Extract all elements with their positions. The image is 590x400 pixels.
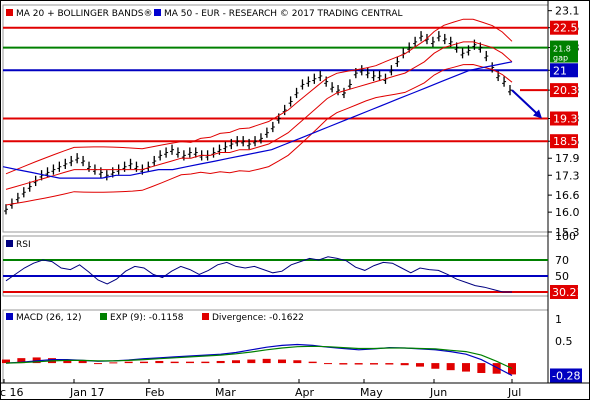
price-legend-swatch	[6, 9, 13, 16]
macd-divergence-bar	[247, 359, 256, 364]
macd-divergence-bar	[293, 360, 302, 364]
macd-divergence-bar	[124, 361, 133, 364]
macd-divergence-bar	[492, 363, 501, 374]
macd-divergence-bar	[339, 363, 348, 365]
price-legend-label: MA 50 - EUR - RESEARCH © 2017 TRADING CE…	[164, 9, 403, 19]
macd-divergence-bar	[400, 363, 409, 366]
macd-divergence-bar	[32, 357, 41, 364]
price-level-sublabel: gap	[553, 54, 568, 63]
macd-divergence-bar	[94, 363, 102, 365]
price-level-label: 20.3	[553, 84, 578, 97]
macd-divergence-bar	[508, 363, 516, 375]
macd-divergence-bar	[385, 363, 394, 365]
macd-divergence-bar	[370, 363, 378, 365]
macd-divergence-bar	[109, 362, 118, 364]
macd-divergence-bar	[140, 361, 148, 364]
price-legend-swatch	[154, 9, 161, 16]
rsi-panel-frame	[2, 235, 549, 297]
projection-arrow-head	[533, 109, 542, 119]
rsi-ytick-label: 50	[555, 270, 569, 283]
macd-legend-swatch	[6, 313, 13, 320]
macd-divergence-bar	[477, 363, 486, 374]
macd-divergence-bar	[216, 360, 225, 364]
price-ytick-label: 17.3	[555, 169, 580, 182]
macd-legend-swatch	[100, 313, 107, 320]
macd-divergence-bar	[416, 363, 424, 367]
price-legend-label: MA 20 + BOLLINGER BANDS®	[16, 9, 153, 19]
macd-divergence-bar	[278, 359, 286, 364]
macd-ytick-label: 1	[555, 313, 562, 326]
ma50-line	[2, 61, 513, 179]
macd-divergence-bar	[63, 359, 72, 364]
rsi-ytick-label: 70	[555, 254, 569, 267]
price-level-label: 19.3	[553, 113, 578, 126]
macd-last-badge	[550, 368, 582, 383]
x-tick-label: Jun	[429, 386, 447, 399]
macd-divergence-bar	[431, 363, 440, 369]
bollinger-upper-band	[5, 18, 513, 175]
projection-arrow-line	[511, 89, 540, 117]
macd-legend-label: MACD (26, 12)	[16, 313, 82, 323]
price-level-label: 18.5	[553, 135, 578, 148]
rsi-legend-swatch	[6, 240, 13, 247]
rsi-last-badge	[550, 285, 578, 299]
macd-legend-swatch	[202, 313, 209, 320]
price-level-badge	[550, 83, 578, 98]
x-tick-label: May	[360, 386, 383, 399]
macd-divergence-bar	[155, 360, 164, 364]
macd-divergence-bar	[462, 363, 470, 372]
macd-divergence-bar	[232, 360, 240, 364]
x-tick-label: Jul	[507, 386, 521, 399]
rsi-line	[5, 256, 512, 293]
macd-divergence-bar	[308, 361, 317, 364]
price-level-badge	[550, 20, 578, 35]
x-tick-label: Feb	[145, 386, 164, 399]
macd-divergence-bar	[170, 361, 179, 364]
price-ytick-label: 17.9	[555, 152, 580, 165]
macd-legend-label: EXP (9): -0.1158	[110, 313, 184, 323]
price-ytick-label: 23.1	[555, 5, 580, 18]
price-level-badge	[550, 63, 578, 78]
macd-divergence-bar	[78, 360, 87, 364]
price-level-badge	[550, 134, 578, 149]
macd-divergence-bar	[186, 361, 194, 364]
macd-divergence-bar	[446, 363, 455, 371]
ma20-line	[5, 41, 513, 190]
price-level-label: 21.8	[553, 45, 571, 54]
macd-legend-label: Divergence: -0.1622	[212, 313, 304, 323]
rsi-last-badge-label: 30.21	[552, 286, 584, 299]
price-ytick-label: 15.3	[555, 226, 580, 239]
x-tick-label: Apr	[295, 386, 315, 399]
macd-divergence-bar	[262, 358, 271, 364]
macd-signal-line	[5, 345, 513, 369]
price-ytick-label: 16.6	[555, 189, 580, 202]
bollinger-lower-band	[5, 63, 513, 206]
macd-divergence-bar	[17, 358, 26, 364]
macd-divergence-bar	[354, 363, 363, 365]
rsi-ytick-label: 100	[555, 230, 576, 243]
price-level-badge	[550, 111, 578, 126]
macd-last-badge-label: -0.28	[552, 369, 580, 382]
macd-divergence-bar	[2, 359, 10, 364]
price-level-badge	[550, 40, 578, 63]
rsi-legend-label: RSI	[16, 240, 31, 250]
x-tick-label: c 16	[0, 386, 24, 399]
macd-ytick-label: 0.5	[555, 335, 573, 348]
price-level-label: 21	[553, 64, 567, 77]
x-tick-label: Jan 17	[69, 386, 104, 399]
macd-divergence-bar	[324, 363, 332, 365]
macd-divergence-bar	[201, 361, 210, 364]
price-level-label: 22.5	[553, 22, 578, 35]
price-ytick-label: 16.0	[555, 206, 580, 219]
x-tick-label: Mar	[215, 386, 236, 399]
